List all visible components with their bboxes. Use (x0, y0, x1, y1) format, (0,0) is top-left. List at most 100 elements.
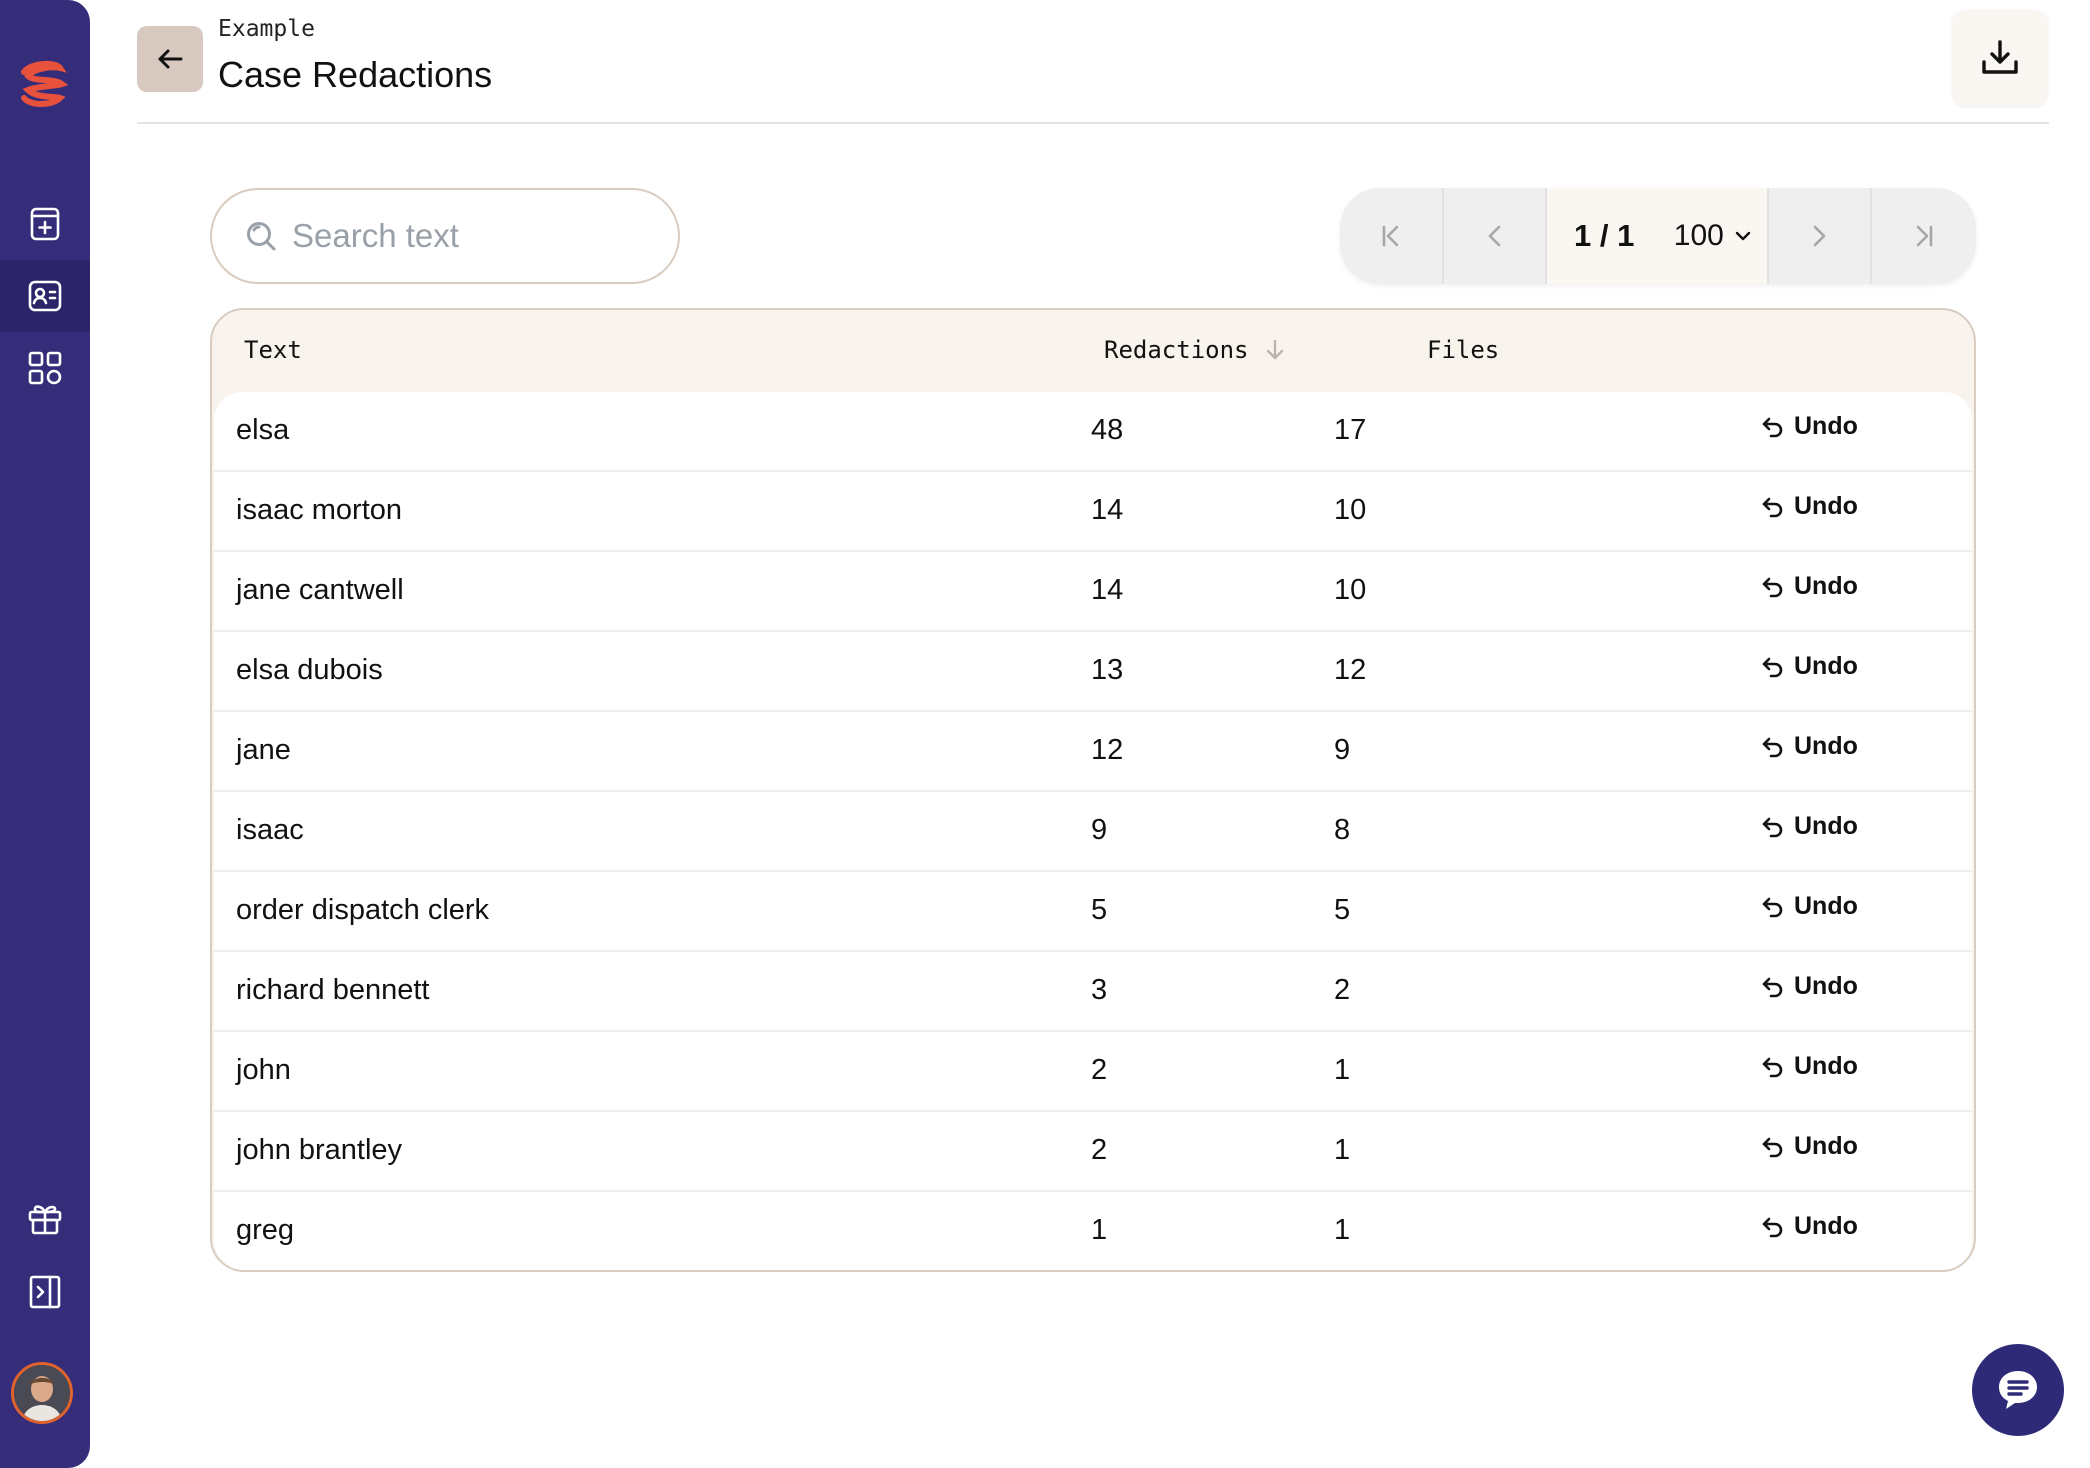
undo-icon (1762, 577, 1783, 597)
undo-button[interactable]: Undo (1760, 652, 1858, 681)
cell-files: 1 (1334, 1054, 1351, 1086)
undo-label: Undo (1794, 492, 1858, 520)
page-indicator: 1 / 1 (1547, 188, 1661, 284)
table-body: elsa 48 17 Undo isaac morton 14 10 Undo jane can… (214, 392, 1972, 1270)
pagination: 1 / 1 100 (1340, 188, 1976, 284)
undo-button[interactable]: Undo (1760, 732, 1858, 761)
chevron-down-icon (1735, 231, 1751, 241)
breadcrumb: Example (218, 16, 315, 42)
column-header-files[interactable]: Files (1427, 336, 1500, 364)
undo-label: Undo (1794, 572, 1858, 600)
table-row: greg 1 1 Undo (214, 1192, 1972, 1270)
page-size-value: 100 (1673, 219, 1724, 252)
download-button[interactable] (1952, 10, 2048, 106)
cell-redactions: 48 (1091, 414, 1124, 446)
cell-text: jane cantwell (236, 574, 404, 606)
undo-button[interactable]: Undo (1760, 412, 1858, 441)
back-button[interactable] (137, 26, 203, 92)
cell-text: elsa dubois (236, 654, 383, 686)
undo-icon (1762, 897, 1783, 917)
page-title: Case Redactions (218, 54, 493, 95)
cell-text: elsa (236, 414, 290, 446)
undo-button[interactable]: Undo (1760, 492, 1858, 521)
file-plus-icon (30, 207, 60, 241)
undo-label: Undo (1794, 412, 1858, 440)
undo-icon (1762, 737, 1783, 757)
undo-button[interactable]: Undo (1760, 1212, 1858, 1241)
undo-icon (1762, 1217, 1783, 1237)
cell-files: 2 (1334, 974, 1351, 1006)
cell-text: greg (236, 1214, 295, 1246)
sidebar-item-new-case[interactable] (0, 188, 90, 260)
cell-redactions: 12 (1091, 734, 1124, 766)
collapse-panel-icon (29, 1275, 61, 1309)
cell-text: isaac (236, 814, 304, 846)
undo-button[interactable]: Undo (1760, 1132, 1858, 1161)
sort-descending-icon (1266, 339, 1283, 360)
cell-redactions: 2 (1091, 1054, 1108, 1086)
cell-text: richard bennett (236, 974, 430, 1006)
undo-icon (1762, 977, 1783, 997)
next-page-button[interactable] (1769, 188, 1873, 284)
download-icon (1982, 40, 2018, 74)
cell-files: 1 (1334, 1214, 1351, 1246)
undo-icon (1762, 657, 1783, 677)
table-row: john 2 1 Undo (214, 1032, 1972, 1112)
sidebar-item-gifts[interactable] (0, 1182, 90, 1254)
cell-redactions: 5 (1091, 894, 1108, 926)
sidebar-item-contacts[interactable] (0, 260, 90, 332)
search-input[interactable] (292, 217, 652, 255)
cell-files: 9 (1334, 734, 1351, 766)
page-size-select[interactable]: 100 (1660, 188, 1769, 284)
cell-files: 10 (1334, 494, 1367, 526)
table-row: order dispatch clerk 5 5 Undo (214, 872, 1972, 952)
cell-redactions: 2 (1091, 1134, 1108, 1166)
chat-icon (1999, 1371, 2037, 1409)
last-page-button[interactable] (1872, 188, 1976, 284)
column-header-redactions[interactable]: Redactions (1104, 336, 1287, 364)
undo-label: Undo (1794, 812, 1858, 840)
chat-button[interactable] (1972, 1344, 2064, 1436)
undo-button[interactable]: Undo (1760, 1052, 1858, 1081)
cell-files: 10 (1334, 574, 1367, 606)
arrow-left-icon (158, 49, 183, 69)
undo-button[interactable]: Undo (1760, 972, 1858, 1001)
column-header-redactions-label: Redactions (1104, 336, 1249, 364)
table-row: john brantley 2 1 Undo (214, 1112, 1972, 1192)
first-page-button[interactable] (1340, 188, 1444, 284)
sidebar-item-collapse[interactable] (0, 1256, 90, 1328)
sidebar-item-apps[interactable] (0, 332, 90, 404)
prev-page-icon (1488, 225, 1500, 247)
undo-icon (1762, 417, 1783, 437)
undo-label: Undo (1794, 892, 1858, 920)
search-box[interactable] (210, 188, 680, 284)
avatar[interactable] (11, 1362, 73, 1424)
cell-files: 17 (1334, 414, 1367, 446)
undo-button[interactable]: Undo (1760, 892, 1858, 921)
undo-label: Undo (1794, 1052, 1858, 1080)
logo-icon[interactable] (12, 56, 72, 112)
cell-files: 8 (1334, 814, 1351, 846)
header-divider (137, 122, 2049, 124)
undo-icon (1762, 497, 1783, 517)
redactions-table: Text Redactions Files elsa 48 17 Undo isaac … (210, 308, 1976, 1272)
table-header: Text Redactions Files (212, 310, 1974, 392)
next-page-icon (1814, 225, 1826, 247)
undo-button[interactable]: Undo (1760, 572, 1858, 601)
table-row: richard bennett 3 2 Undo (214, 952, 1972, 1032)
cell-text: order dispatch clerk (236, 894, 490, 926)
first-page-icon (1382, 225, 1399, 247)
cell-redactions: 9 (1091, 814, 1108, 846)
table-row: isaac morton 14 10 Undo (214, 472, 1972, 552)
cell-text: isaac morton (236, 494, 403, 526)
undo-button[interactable]: Undo (1760, 812, 1858, 841)
cell-files: 12 (1334, 654, 1367, 686)
table-row: jane 12 9 Undo (214, 712, 1972, 792)
cell-redactions: 14 (1091, 574, 1124, 606)
cell-text: john brantley (236, 1134, 403, 1166)
cell-files: 5 (1334, 894, 1351, 926)
search-icon (247, 222, 276, 251)
undo-icon (1762, 1057, 1783, 1077)
column-header-text[interactable]: Text (244, 336, 302, 364)
prev-page-button[interactable] (1444, 188, 1548, 284)
